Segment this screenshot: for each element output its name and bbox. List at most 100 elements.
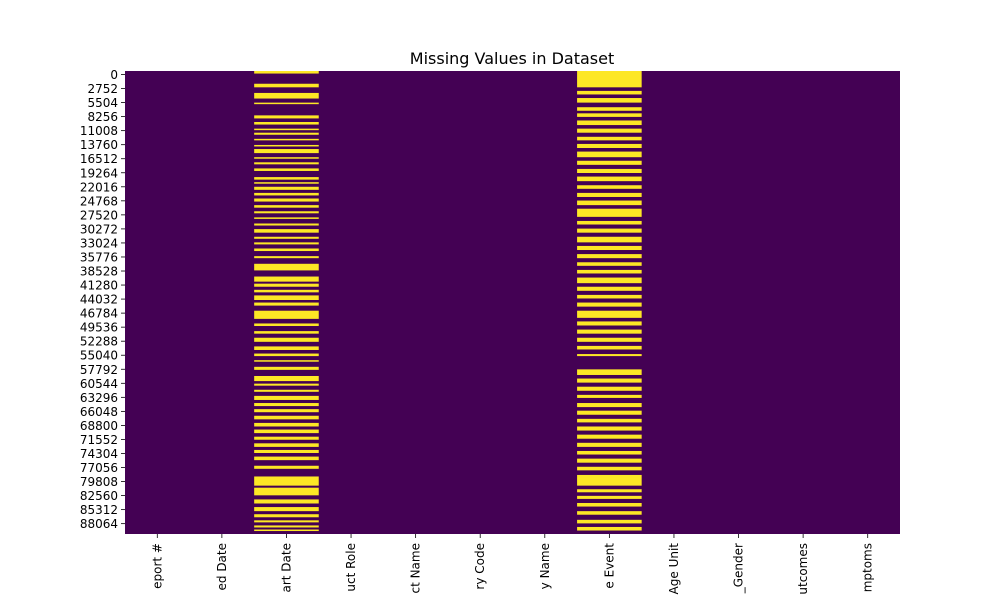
missing-band	[254, 205, 319, 208]
missing-band	[577, 277, 642, 284]
chart-title: Missing Values in Dataset	[410, 49, 614, 68]
y-tick-label: 22016	[80, 180, 118, 194]
missing-band	[254, 276, 319, 282]
missing-band	[254, 248, 319, 252]
missing-band	[254, 487, 319, 496]
missing-band	[254, 323, 319, 327]
missing-band	[577, 208, 642, 217]
y-tick-label: 55040	[80, 349, 118, 363]
missing-band	[254, 144, 319, 147]
missing-band	[577, 403, 642, 408]
missing-band	[254, 295, 319, 301]
missing-band	[577, 410, 642, 415]
missing-band	[577, 310, 642, 318]
missing-band	[254, 242, 319, 245]
missing-band	[577, 434, 642, 439]
missing-band	[254, 71, 319, 74]
missing-band	[254, 229, 319, 233]
y-tick-label: 88064	[80, 517, 118, 531]
missing-band	[577, 426, 642, 431]
y-tick-label: 16512	[80, 152, 118, 166]
missing-band	[254, 409, 319, 413]
missing-band	[577, 519, 642, 524]
missing-band	[577, 450, 642, 455]
y-tick-label: 68800	[80, 419, 118, 433]
missing-band	[577, 502, 642, 507]
missing-band	[577, 458, 642, 463]
missing-band	[577, 185, 642, 189]
x-tick-label: Age Unit	[667, 543, 681, 595]
missing-band	[577, 495, 642, 499]
missing-band	[577, 418, 642, 423]
y-tick-label: 30272	[80, 222, 118, 236]
y-tick-label: 79808	[80, 475, 118, 489]
missing-band	[577, 386, 642, 391]
missing-band	[577, 113, 642, 117]
x-tick-label: eport #	[150, 543, 164, 589]
missing-band	[254, 514, 319, 518]
missing-band	[577, 236, 642, 243]
x-tick-label: e Event	[602, 543, 616, 589]
y-tick-label: 35776	[80, 250, 118, 264]
missing-band	[577, 128, 642, 133]
missing-band	[254, 375, 319, 382]
x-tick-label: utcomes	[796, 543, 810, 595]
y-tick-label: 24768	[80, 194, 118, 208]
y-tick-label: 41280	[80, 279, 118, 293]
missing-band	[254, 149, 319, 154]
x-tick-label: _Gender	[732, 543, 746, 594]
y-tick-label: 77056	[80, 461, 118, 475]
missing-band	[577, 354, 642, 357]
missing-band	[254, 132, 319, 135]
x-tick-label: uct Role	[344, 543, 358, 592]
missing-band	[254, 168, 319, 171]
y-tick-label: 38528	[80, 265, 118, 279]
missing-band	[577, 262, 642, 266]
y-tick-label: 44032	[80, 293, 118, 307]
y-tick-label: 74304	[80, 447, 118, 461]
missing-band	[254, 346, 319, 350]
y-tick-label: 2752	[87, 82, 118, 96]
x-tick-label: ct Name	[409, 543, 423, 594]
missing-band	[254, 456, 319, 461]
missing-band	[254, 443, 319, 447]
missing-band	[254, 476, 319, 486]
missing-band	[254, 128, 319, 131]
x-tick-label: ed Date	[215, 543, 229, 591]
missing-band	[254, 217, 319, 219]
missing-band	[254, 449, 319, 454]
missing-band	[254, 115, 319, 119]
heatmap-cells	[125, 71, 900, 534]
missing-band	[254, 192, 319, 196]
y-tick-label: 85312	[80, 503, 118, 517]
y-tick-label: 33024	[80, 236, 118, 250]
missing-band	[254, 310, 319, 319]
missing-band	[577, 200, 642, 206]
missing-band	[254, 223, 319, 226]
missing-band	[254, 138, 319, 141]
missing-band	[254, 403, 319, 407]
missing-band	[577, 294, 642, 299]
y-tick-label: 66048	[80, 405, 118, 419]
missing-band	[254, 331, 319, 334]
missing-band	[254, 429, 319, 434]
missing-band	[577, 143, 642, 149]
missing-band	[254, 92, 319, 99]
missing-band	[254, 389, 319, 392]
missing-band	[577, 269, 642, 274]
y-tick-label: 5504	[87, 96, 118, 110]
missing-band	[577, 474, 642, 486]
missing-band	[254, 507, 319, 512]
y-tick-label: 82560	[80, 489, 118, 503]
missing-band	[577, 120, 642, 126]
missing-band	[254, 256, 319, 259]
missing-band	[254, 436, 319, 440]
x-tick-label: ry Code	[473, 543, 487, 590]
y-tick-label: 60544	[80, 377, 118, 391]
y-tick-label: 0	[110, 68, 118, 82]
missing-band	[254, 499, 319, 504]
missing-band	[577, 329, 642, 334]
missing-band	[577, 254, 642, 259]
y-tick-label: 71552	[80, 433, 118, 447]
